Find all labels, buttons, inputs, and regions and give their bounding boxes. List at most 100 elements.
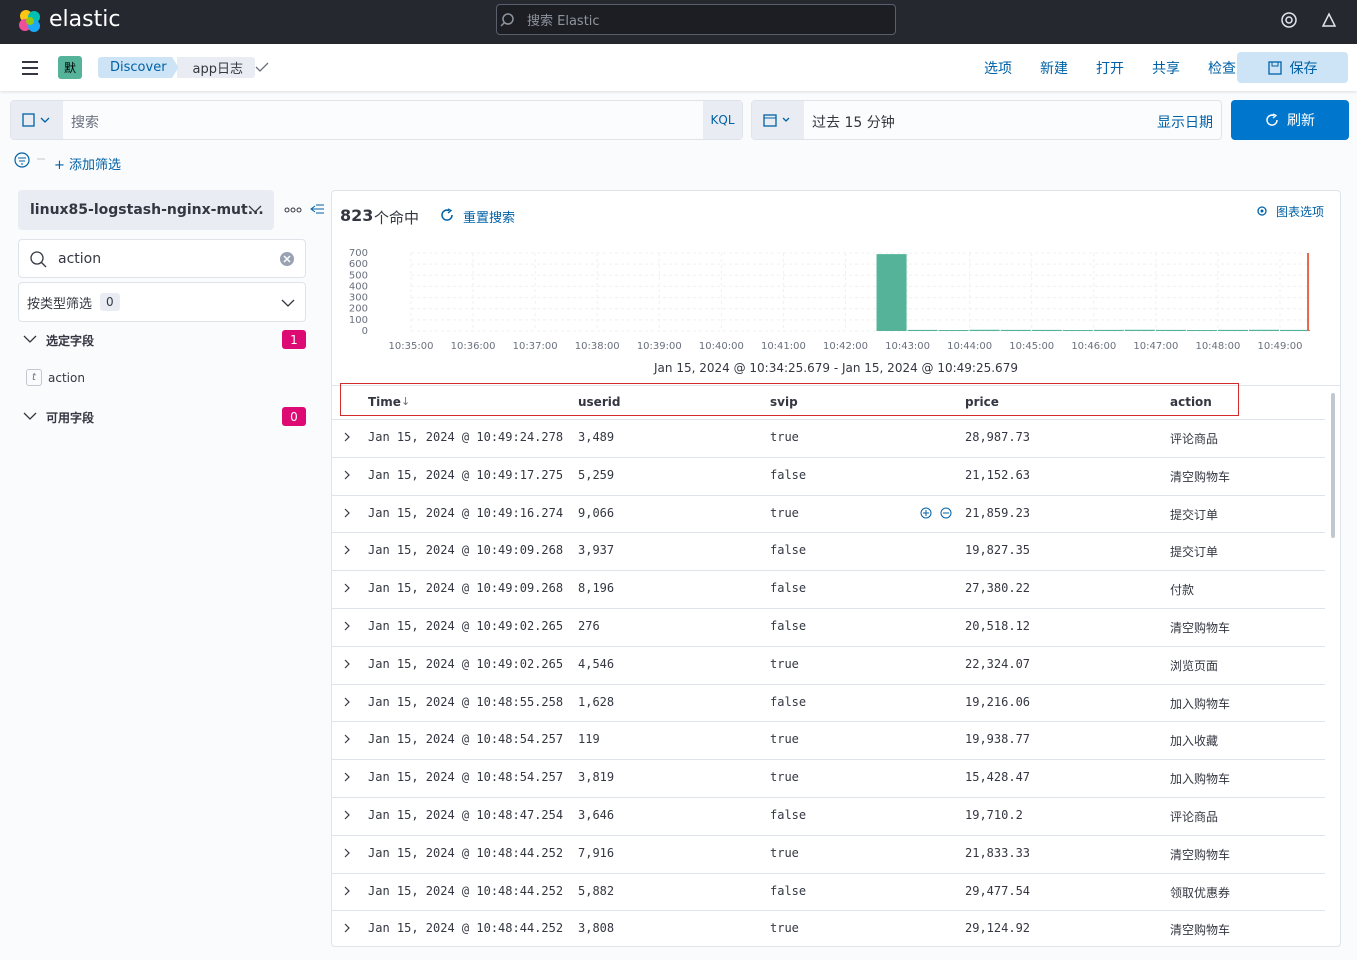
bar [1217,329,1248,331]
table-row: Jan 15, 2024 @ 10:49:16.274 9,066 true 21,8… [332,494,1325,533]
cell: true [770,845,799,860]
table-row: Jan 15, 2024 @ 10:49:09.268 3,937 false 19,… [332,532,1325,570]
breadcrumb[interactable]: Discover [98,57,179,78]
expand-toggle[interactable] [342,507,352,518]
selected-field[interactable]: t action [26,369,85,386]
time-range[interactable]: 过去 15 分钟 [812,115,895,131]
cell: false [770,467,807,482]
calendar-icon [763,114,790,127]
scrollbar[interactable] [1331,393,1335,538]
cell: Jan 15, 2024 @ 10:49:02.265 [368,656,564,671]
index-pattern-select[interactable]: linux85-logstash-nginx-mut... [18,190,274,230]
check-icon[interactable] [255,61,269,73]
hits-label: 个命中 [374,209,420,227]
date-picker: 过去 15 分钟 显示日期 [751,100,1222,140]
cell: true [770,732,799,747]
selected-count: 1 [282,330,306,349]
quick-menu-button[interactable] [752,101,804,139]
action-link[interactable]: 共享 [1152,60,1180,77]
expand-toggle[interactable] [342,922,352,933]
menu-icon[interactable] [21,60,39,76]
cell: Jan 15, 2024 @ 10:48:55.258 [368,694,564,709]
save-button[interactable]: 保存 [1237,52,1348,83]
cell: 276 [578,619,600,633]
action-link[interactable]: 新建 [1040,60,1068,77]
expand-toggle[interactable] [342,658,352,669]
expand-toggle[interactable] [342,885,352,896]
cell: Jan 15, 2024 @ 10:48:54.257 [368,732,564,747]
cell: 评论商品 [1170,810,1219,824]
query-input[interactable]: 搜索 [71,115,99,131]
cell: 19,938.77 [965,732,1031,747]
collapse-icon[interactable] [23,334,37,344]
refresh-button[interactable]: 刷新 [1231,100,1349,140]
x-tick-label: 10:36:00 [451,341,496,352]
type-filter[interactable]: 按类型筛选 0 [18,282,306,322]
breadcrumb[interactable]: app日志 [176,57,256,78]
expand-toggle[interactable] [342,469,352,480]
expand-toggle[interactable] [342,733,352,744]
action-link[interactable]: 打开 [1096,60,1124,77]
collapse-icon[interactable] [23,411,37,421]
clear-icon[interactable] [279,251,295,267]
filter-buttons[interactable] [920,507,954,523]
help-icon[interactable] [1280,11,1298,29]
expand-toggle[interactable] [342,582,352,593]
column-header[interactable]: price [965,395,999,409]
global-search[interactable]: 搜索 Elastic [496,4,896,35]
brand: elastic [49,7,121,32]
cell: Jan 15, 2024 @ 10:48:44.252 [368,921,564,936]
column-header[interactable]: Time [368,395,401,409]
action-link[interactable]: 检查 [1208,60,1236,77]
add-filter[interactable]: + 添加筛选 [54,158,122,173]
field-search[interactable]: action [18,239,306,278]
cell: 加入购物车 [1170,696,1231,711]
y-tick-label: 0 [362,326,368,337]
expand-toggle[interactable] [342,847,352,858]
action-link[interactable]: 选项 [984,60,1012,77]
expand-toggle[interactable] [342,620,352,631]
cell: true [770,505,799,520]
expand-toggle[interactable] [342,809,352,820]
expand-toggle[interactable] [342,696,352,707]
cell: 加入购物车 [1170,772,1231,787]
sidebar-tools[interactable] [284,202,328,218]
show-dates[interactable]: 显示日期 [1157,115,1213,131]
expand-toggle[interactable] [342,431,352,442]
bar [1124,329,1155,331]
chart-options[interactable]: 图表选项 [1276,205,1325,219]
language-toggle[interactable]: KQL [703,101,742,139]
table-row: Jan 15, 2024 @ 10:48:47.254 3,646 false 19,… [332,797,1325,835]
reset-search[interactable]: 重置搜索 [463,211,516,226]
type-filter-count: 0 [100,293,120,311]
bar [907,329,938,331]
y-tick-label: 600 [349,259,368,270]
table-row: Jan 15, 2024 @ 10:48:55.258 1,628 false 19,… [332,683,1325,722]
news-icon[interactable] [1320,11,1338,29]
expand-toggle[interactable] [342,544,352,555]
hit-count: 823 [340,206,374,225]
cell: false [770,619,807,633]
bar [969,329,1000,331]
cell: Jan 15, 2024 @ 10:49:09.268 [368,543,564,558]
saved-query-button[interactable] [11,101,63,139]
cell: 9,066 [578,505,615,520]
cell: 27,380.22 [965,581,1031,596]
filter-icon[interactable] [13,151,47,169]
cell: false [770,543,807,558]
cell: 3,489 [578,430,615,444]
cell: false [770,581,807,596]
column-header[interactable]: action [1170,395,1212,409]
selected-fields-title[interactable]: 选定字段 [46,334,95,348]
cell: 清空购物车 [1170,923,1231,938]
expand-toggle[interactable] [342,771,352,782]
field-name: action [48,370,85,385]
x-tick-label: 10:42:00 [823,341,868,352]
space-badge[interactable]: 默 [58,56,82,79]
available-fields-title[interactable]: 可用字段 [46,411,95,425]
column-header[interactable]: userid [578,395,621,409]
column-header[interactable]: svip [770,395,798,409]
cell: 4,546 [578,656,615,671]
cell: 19,710.2 [965,808,1023,822]
header-row: Time userid svip price action ↓ [332,383,1325,419]
